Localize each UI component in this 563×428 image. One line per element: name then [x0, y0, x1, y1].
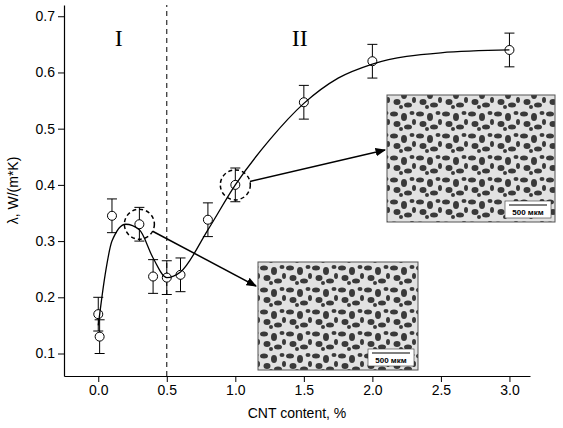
- data-point: [94, 310, 103, 319]
- inset-image: [258, 262, 418, 370]
- y-axis-title: λ, W/(m*K): [5, 157, 21, 225]
- error-cap: [162, 260, 172, 261]
- tick-label: 2.0: [363, 382, 383, 398]
- error-bar: [203, 203, 213, 237]
- x-tick: 0.5: [158, 376, 178, 398]
- inset: 500 мкм: [258, 262, 418, 370]
- error-cap: [230, 201, 240, 202]
- y-tick: 0.5: [36, 121, 64, 137]
- highlight-circle: [220, 170, 250, 200]
- chart: 0.00.51.01.52.02.53.00.10.20.30.40.50.60…: [0, 0, 563, 428]
- error-cap: [95, 353, 105, 354]
- tick-label: 0.5: [158, 382, 178, 398]
- error-cap: [148, 293, 158, 294]
- error-cap: [107, 198, 117, 199]
- error-cap: [176, 257, 186, 258]
- axis-line: [65, 376, 531, 377]
- scale-box: [368, 349, 414, 366]
- axis-line: [64, 6, 65, 377]
- region-label: I: [115, 25, 123, 51]
- error-cap: [162, 294, 172, 295]
- tick-label: 0.7: [36, 8, 56, 24]
- error-bar: [367, 44, 377, 78]
- error-cap: [367, 44, 377, 45]
- tick-label: 0.2: [36, 289, 56, 305]
- tick-label: 0.1: [36, 345, 56, 361]
- data-point: [203, 215, 212, 224]
- error-cap: [504, 33, 514, 34]
- tick-mark: [58, 185, 64, 186]
- error-cap: [367, 78, 377, 79]
- tick-label: 0.6: [36, 64, 56, 80]
- y-tick: 0.6: [36, 64, 64, 80]
- scale-label: 500 мкм: [512, 208, 543, 217]
- error-cap: [203, 202, 213, 203]
- inset: 500 мкм: [387, 95, 555, 222]
- data-point: [107, 211, 116, 220]
- x-tick: 2.5: [432, 376, 452, 398]
- tick-label: 2.5: [432, 382, 452, 398]
- scale-bar: [509, 204, 547, 205]
- reference-line: [166, 5, 167, 376]
- x-tick: 1.5: [295, 376, 315, 398]
- y-tick: 0.4: [36, 177, 64, 193]
- error-cap: [504, 66, 514, 67]
- error-bar: [299, 85, 309, 119]
- tick-label: 0.3: [36, 233, 56, 249]
- error-cap: [176, 291, 186, 292]
- tick-label: 0.4: [36, 177, 56, 193]
- tick-label: 0.0: [89, 382, 109, 398]
- tick-mark: [58, 241, 64, 242]
- error-cap: [134, 207, 144, 208]
- error-cap: [299, 85, 309, 86]
- tick-mark: [58, 72, 64, 73]
- x-axis: 0.0 0.5 1.0 1.5 2.0 2.5 3.0: [65, 376, 531, 398]
- y-tick: 0.7: [36, 8, 64, 24]
- tick-label: 1.0: [226, 382, 246, 398]
- error-cap: [148, 259, 158, 260]
- error-bar: [95, 320, 105, 354]
- error-cap: [299, 119, 309, 120]
- y-tick: 0.2: [36, 289, 64, 305]
- y-tick: 0.3: [36, 233, 64, 249]
- tick-mark: [58, 16, 64, 17]
- error-cap: [134, 241, 144, 242]
- scale-label: 500 мкм: [375, 356, 406, 365]
- y-axis: 0.1 0.2 0.3 0.4 0.5 0.6 0.7: [36, 6, 65, 377]
- tick-label: 1.5: [295, 382, 315, 398]
- x-tick: 1.0: [226, 376, 246, 398]
- x-tick: 2.0: [363, 376, 383, 398]
- x-axis-title: CNT content, %: [248, 405, 347, 421]
- inset-image: [387, 95, 555, 222]
- error-cap: [230, 168, 240, 169]
- arrow: [153, 231, 256, 286]
- arrow: [250, 150, 385, 181]
- error-bar: [107, 199, 117, 233]
- x-tick: 3.0: [500, 376, 520, 398]
- data-point: [149, 272, 158, 281]
- tick-mark: [58, 354, 64, 355]
- tick-label: 3.0: [500, 382, 520, 398]
- data-point: [95, 332, 104, 341]
- y-tick: 0.1: [36, 345, 64, 361]
- highlight-circle: [124, 209, 154, 239]
- tick-label: 0.5: [36, 121, 56, 137]
- region-label: II: [292, 25, 308, 51]
- tick-mark: [58, 297, 64, 298]
- tick-mark: [58, 129, 64, 130]
- x-tick: 0.0: [89, 376, 109, 398]
- error-cap: [93, 331, 103, 332]
- scale-bar: [372, 352, 410, 353]
- scale-box: [505, 201, 551, 218]
